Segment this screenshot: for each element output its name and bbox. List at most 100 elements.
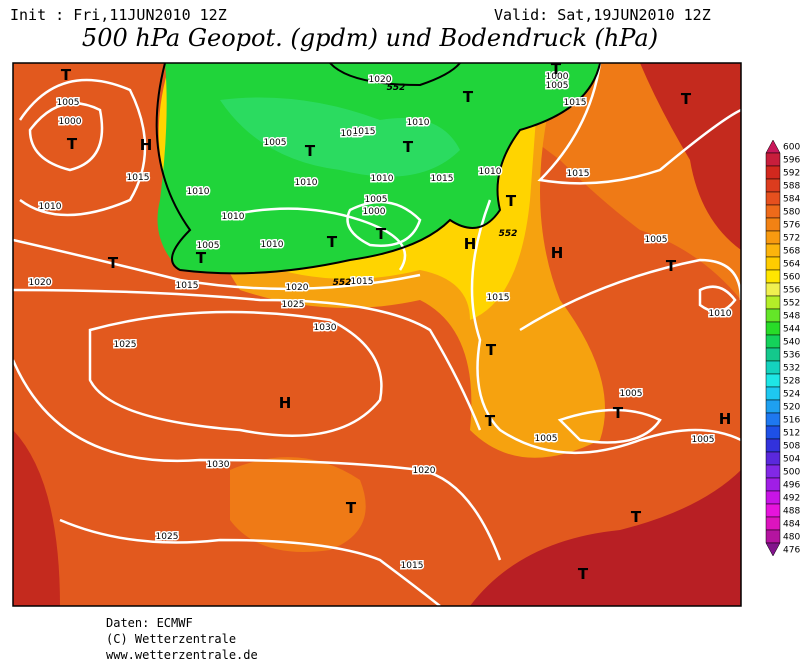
colorbar-swatch (765, 451, 781, 466)
isobar-label: 1015 (564, 98, 587, 108)
isobar-label: 1020 (29, 278, 52, 288)
colorbar-swatch (765, 321, 781, 336)
isobar-label: 1010 (371, 174, 394, 184)
colorbar-swatch (765, 204, 781, 219)
colorbar-swatch (765, 399, 781, 414)
valid-time: Valid: Sat,19JUN2010 12Z (494, 6, 711, 24)
contour-label: 552 (387, 83, 406, 93)
isobar-label: 1015 (431, 174, 454, 184)
colorbar-swatch (765, 139, 781, 154)
isobar-label: 1010 (709, 309, 732, 319)
colorbar-label: 576 (783, 221, 800, 231)
pressure-center: T (108, 254, 119, 272)
pressure-center: T (67, 135, 78, 153)
colorbar-label: 600 (783, 143, 800, 153)
colorbar-swatch (765, 503, 781, 518)
isobar-label: 1005 (57, 98, 80, 108)
colorbar-swatch (765, 243, 781, 258)
pressure-center: H (464, 235, 477, 253)
colorbar-label: 480 (783, 533, 800, 543)
colorbar-label: 592 (783, 169, 800, 179)
colorbar-swatch (765, 425, 781, 440)
colorbar-label: 536 (783, 351, 800, 361)
colorbar-swatch (765, 165, 781, 180)
colorbar-swatch (765, 360, 781, 375)
colorbar-swatch (765, 269, 781, 284)
colorbar-swatch (765, 152, 781, 167)
colorbar-label: 540 (783, 338, 800, 348)
colorbar-swatch (765, 386, 781, 401)
footer-copyright: (C) Wetterzentrale (106, 632, 237, 646)
colorbar-label: 508 (783, 442, 800, 452)
colorbar-label: 484 (783, 520, 800, 530)
pressure-center: T (463, 88, 474, 106)
isobar-label: 1015 (127, 173, 150, 183)
colorbar-swatch (765, 412, 781, 427)
isobar-label: 1020 (369, 75, 392, 85)
pressure-center: H (279, 394, 292, 412)
pressure-center: T (196, 249, 207, 267)
colorbar-swatch (765, 516, 781, 531)
colorbar-label: 524 (783, 390, 800, 400)
isobar-label: 1005 (645, 235, 668, 245)
isobar-label: 1010 (295, 178, 318, 188)
colorbar-swatch (765, 178, 781, 193)
colorbar-swatch (765, 542, 781, 557)
colorbar-label: 572 (783, 234, 800, 244)
pressure-center: H (551, 244, 564, 262)
isobar-label: 1000 (546, 72, 569, 82)
colorbar-swatch (765, 464, 781, 479)
isobar-label: 1015 (353, 127, 376, 137)
isobar-label: 1025 (156, 532, 179, 542)
pressure-center: T (666, 257, 677, 275)
pressure-center: T (346, 499, 357, 517)
pressure-center: T (551, 60, 562, 78)
pressure-center: T (631, 508, 642, 526)
footer-url: www.wetterzentrale.de (106, 648, 258, 662)
isobar-label: 1005 (535, 434, 558, 444)
contour-label: 552 (333, 278, 352, 288)
isobar-label: 1015 (176, 281, 199, 291)
colorbar-swatch (765, 282, 781, 297)
isobar-label: 1010 (479, 167, 502, 177)
map-frame (12, 62, 742, 607)
isobar-label: 1020 (413, 466, 436, 476)
isobar-label: 1005 (365, 195, 388, 205)
colorbar-swatch (765, 438, 781, 453)
isobar-label: 1015 (567, 169, 590, 179)
colorbar-label: 596 (783, 156, 800, 166)
contour-552 (155, 63, 601, 275)
colorbar-swatch (765, 191, 781, 206)
colorbar-label: 516 (783, 416, 800, 426)
colorbar-label: 548 (783, 312, 800, 322)
pressure-center: T (61, 66, 72, 84)
colorbar-swatch (765, 347, 781, 362)
pressure-center: H (719, 410, 732, 428)
colorbar-label: 500 (783, 468, 800, 478)
init-time: Init : Fri,11JUN2010 12Z (10, 6, 227, 24)
isobar-label: 1010 (261, 240, 284, 250)
isobar-label: 1030 (314, 323, 337, 333)
colorbar-swatch (765, 529, 781, 544)
colorbar-label: 528 (783, 377, 800, 387)
pressure-center: T (506, 192, 517, 210)
colorbar-label: 488 (783, 507, 800, 517)
colorbar-swatch (765, 477, 781, 492)
pressure-center: T (578, 565, 589, 583)
colorbar-swatch (765, 308, 781, 323)
colorbar-label: 560 (783, 273, 800, 283)
colorbar: 600 596 592 588 584 580 576 572 568 564 560 556 552 5… (765, 139, 800, 557)
isobar-label: 1005 (692, 435, 715, 445)
colorbar-label: 552 (783, 299, 800, 309)
isobar-label: 1025 (282, 300, 305, 310)
colorbar-swatch (765, 295, 781, 310)
isobar-label: 1010 (187, 187, 210, 197)
colorbar-swatch (765, 373, 781, 388)
pressure-center: T (327, 233, 338, 251)
pressure-center: T (485, 412, 496, 430)
colorbar-swatch (765, 256, 781, 271)
isobar-label: 1000 (59, 117, 82, 127)
isobar-label: 1005 (546, 81, 569, 91)
